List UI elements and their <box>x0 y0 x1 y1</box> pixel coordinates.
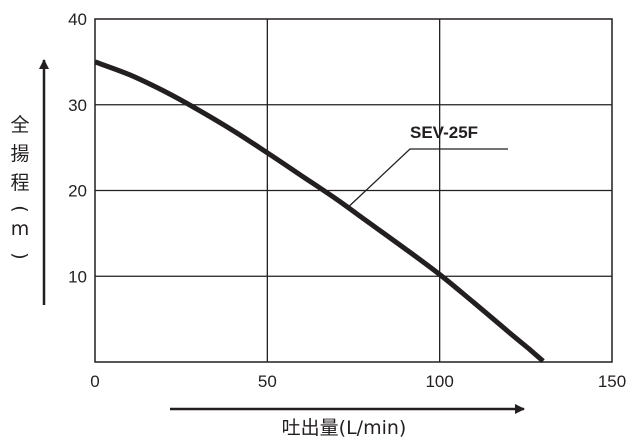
y-tick-label: 20 <box>68 182 87 201</box>
series-line <box>94 59 545 363</box>
series-label-leader <box>347 148 508 209</box>
y-axis-label: 全揚程 ( m) <box>9 114 31 260</box>
y-axis-label-char: ( <box>9 205 31 212</box>
y-tick-label: 30 <box>68 96 87 115</box>
y-tick-label: 10 <box>68 267 87 286</box>
y-axis-label-char: m <box>11 218 30 240</box>
y-tick-label: 40 <box>68 10 87 29</box>
x-axis-label: 吐出量(L/min) <box>282 417 407 438</box>
x-tick-labels: 0 50 100 150 <box>90 372 626 391</box>
series-group: SEV-25F <box>94 59 545 363</box>
x-tick-label: 100 <box>425 372 453 391</box>
y-tick-labels: 10 20 30 40 <box>68 10 87 286</box>
series-label: SEV-25F <box>410 123 478 142</box>
x-tick-label: 150 <box>598 372 626 391</box>
x-tick-label: 50 <box>258 372 277 391</box>
y-axis-label-char: ) <box>9 252 31 259</box>
grid <box>95 19 612 362</box>
y-axis-label-char: 程 <box>10 172 29 194</box>
x-tick-label: 0 <box>90 372 99 391</box>
y-axis-label-char: 全 <box>10 114 29 136</box>
y-axis-label-char: 揚 <box>10 143 29 165</box>
